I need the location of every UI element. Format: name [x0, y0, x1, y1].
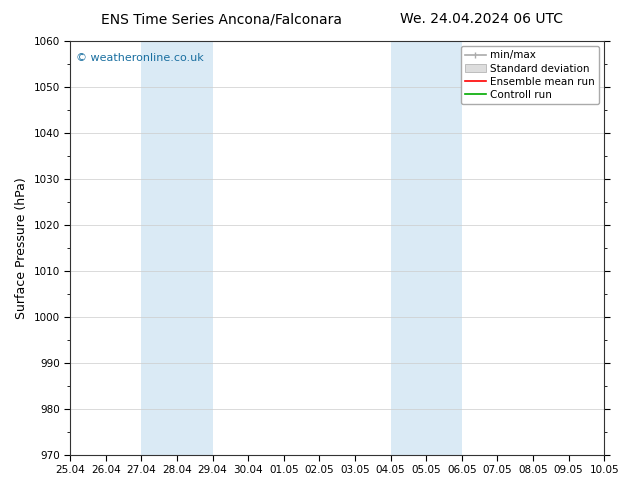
Y-axis label: Surface Pressure (hPa): Surface Pressure (hPa) — [15, 177, 28, 318]
Text: ENS Time Series Ancona/Falconara: ENS Time Series Ancona/Falconara — [101, 12, 342, 26]
Bar — [141, 41, 212, 455]
Text: We. 24.04.2024 06 UTC: We. 24.04.2024 06 UTC — [400, 12, 564, 26]
Bar — [391, 41, 462, 455]
Legend: min/max, Standard deviation, Ensemble mean run, Controll run: min/max, Standard deviation, Ensemble me… — [461, 46, 599, 104]
Text: © weatheronline.co.uk: © weatheronline.co.uk — [75, 53, 204, 64]
